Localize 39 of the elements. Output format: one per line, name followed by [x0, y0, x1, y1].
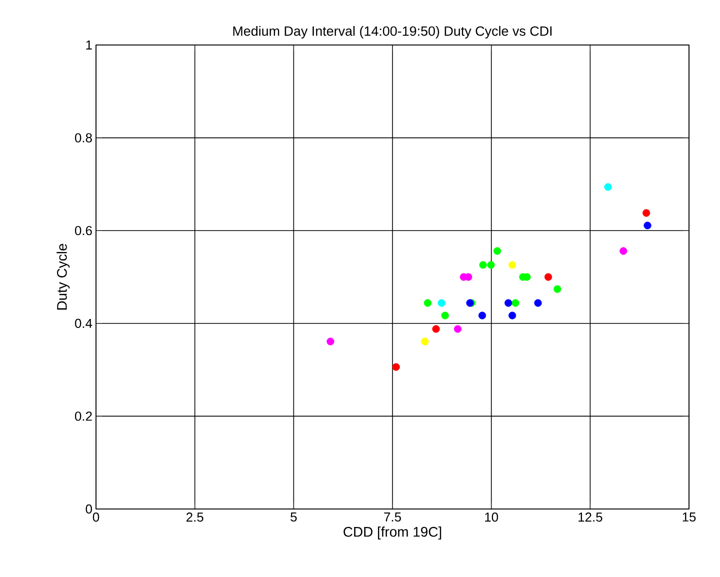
x-tick-label: 10 — [485, 512, 498, 522]
point — [478, 312, 486, 320]
point — [493, 247, 502, 255]
x-tick-label: 5 — [290, 512, 297, 522]
x-tick-label: 7.5 — [384, 512, 401, 522]
point — [604, 183, 612, 191]
point — [508, 312, 516, 320]
point — [620, 247, 628, 255]
point — [504, 299, 512, 307]
x-tick-label: 12.5 — [578, 512, 602, 522]
x-tick-label: 0 — [92, 512, 100, 522]
point — [454, 325, 462, 333]
point — [326, 338, 334, 346]
y-tick-label: 0 — [86, 504, 92, 514]
point — [432, 325, 440, 333]
x-axis-title: CDD [from 19C] — [344, 526, 442, 540]
point — [424, 299, 432, 307]
point — [438, 299, 446, 307]
point — [554, 285, 562, 293]
point — [392, 363, 400, 371]
y-tick-label: 0.2 — [74, 412, 92, 421]
point — [642, 209, 650, 217]
y-tick-label: 1 — [86, 40, 92, 50]
chart-title: Medium Day Interval (14:00-19:50) Duty Cycle vs CDI — [233, 26, 552, 39]
point — [534, 299, 542, 307]
x-tick-label: 2.5 — [186, 512, 204, 522]
point — [508, 261, 516, 269]
y-tick-label: 0.4 — [74, 318, 92, 328]
point — [512, 299, 520, 307]
point — [487, 261, 495, 269]
point — [544, 273, 552, 281]
point — [479, 261, 487, 269]
point — [441, 312, 449, 320]
y-tick-label: 0.6 — [74, 226, 92, 236]
point — [421, 338, 429, 346]
y-tick-label: 0.8 — [74, 133, 92, 142]
y-axis-title: Duty Cycle — [56, 244, 70, 310]
point — [644, 222, 652, 230]
x-tick-label: 15 — [682, 512, 696, 522]
